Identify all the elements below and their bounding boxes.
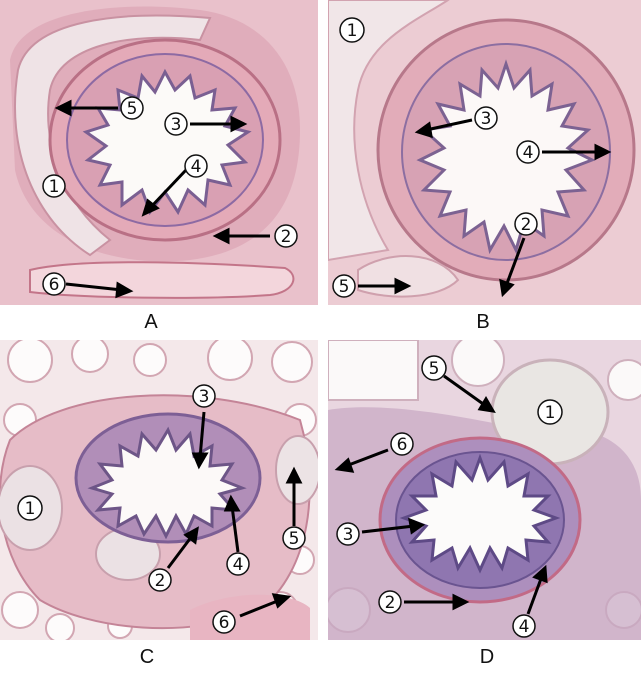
blood-vessel <box>29 261 295 299</box>
marker-a-4: 4 <box>191 157 202 177</box>
panel-b-micrograph: 1 3 4 2 5 <box>328 0 641 305</box>
panel-d-micrograph: 5 1 6 3 2 4 <box>328 340 641 640</box>
marker-d-4: 4 <box>519 617 530 637</box>
panel-label-d: D <box>479 646 495 668</box>
panel-a-micrograph: 5 3 4 1 2 6 <box>0 0 318 305</box>
marker-b-2: 2 <box>521 215 532 235</box>
lumen <box>399 453 561 574</box>
marker-c-6: 6 <box>219 613 230 633</box>
panel-label-c: C <box>139 646 155 668</box>
panel-label-a: A <box>144 311 158 333</box>
marker-b-4: 4 <box>523 143 534 163</box>
marker-c-3: 3 <box>199 387 210 407</box>
marker-d-5: 5 <box>429 359 440 379</box>
panel-label-b: B <box>476 311 490 333</box>
cartilage-region <box>328 0 450 262</box>
marker-a-1: 1 <box>49 177 60 197</box>
marker-b-5: 5 <box>339 277 350 297</box>
marker-a-6: 6 <box>49 275 60 295</box>
marker-b-3: 3 <box>481 109 492 129</box>
marker-a-5: 5 <box>127 99 138 119</box>
marker-a-2: 2 <box>281 227 292 247</box>
marker-c-2: 2 <box>155 571 166 591</box>
marker-c-1: 1 <box>25 499 36 519</box>
marker-c-4: 4 <box>233 555 244 575</box>
marker-a-3: 3 <box>171 115 182 135</box>
cartilage-region <box>14 14 212 257</box>
lumen <box>416 59 596 255</box>
marker-d-6: 6 <box>397 435 408 455</box>
panel-c-micrograph: 3 1 2 4 5 6 <box>0 340 318 640</box>
marker-d-3: 3 <box>343 525 354 545</box>
marker-b-1: 1 <box>347 21 358 41</box>
marker-d-2: 2 <box>385 593 396 613</box>
marker-d-1: 1 <box>545 403 556 423</box>
marker-c-5: 5 <box>289 529 300 549</box>
